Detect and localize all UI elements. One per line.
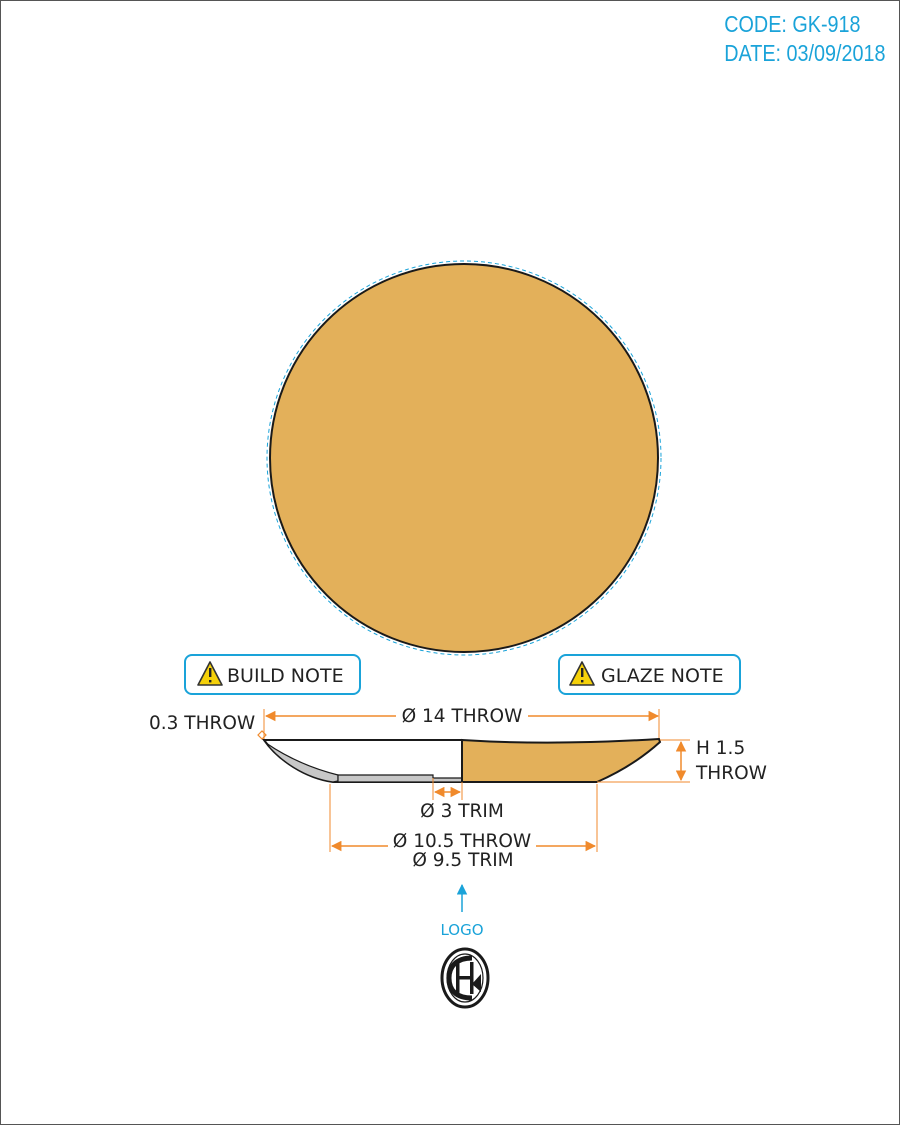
height-label-line2: THROW xyxy=(695,763,767,784)
logo-label: LOGO xyxy=(440,921,483,939)
glaze-note-label: GLAZE NOTE xyxy=(601,665,724,687)
code-label: CODE: GK-918 xyxy=(724,11,862,37)
logo-monogram-icon xyxy=(440,947,490,1009)
side-view-exterior xyxy=(461,737,662,783)
top-view-guide-circle xyxy=(266,260,662,656)
date-label: DATE: 03/09/2018 xyxy=(724,40,886,66)
build-note-label: BUILD NOTE xyxy=(227,665,344,687)
outer-diameter-label: Ø 14 THROW xyxy=(402,706,523,727)
section-view-wall xyxy=(265,742,339,783)
warning-icon xyxy=(197,661,223,686)
warning-icon xyxy=(569,661,595,686)
title-block: CODE: GK-918 DATE: 03/09/2018 xyxy=(725,10,886,68)
foot-trim-label: Ø 9.5 TRIM xyxy=(412,850,513,871)
height-label-line1: H 1.5 xyxy=(696,738,745,759)
glaze-note-button[interactable]: GLAZE NOTE xyxy=(558,654,741,695)
inner-trim-label: Ø 3 TRIM xyxy=(420,801,504,822)
rim-thickness-label: 0.3 THROW xyxy=(149,713,255,734)
foot-throw-label: Ø 10.5 THROW xyxy=(393,831,531,852)
top-view-plate xyxy=(269,263,659,653)
build-note-button[interactable]: BUILD NOTE xyxy=(184,654,361,695)
rim-thickness-marker xyxy=(257,730,267,740)
